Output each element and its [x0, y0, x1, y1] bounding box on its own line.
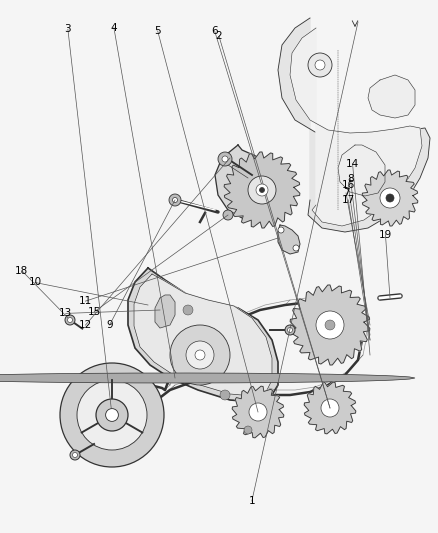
Circle shape: [315, 60, 325, 70]
Text: 14: 14: [346, 159, 359, 169]
Polygon shape: [278, 18, 430, 232]
Circle shape: [60, 363, 164, 467]
Circle shape: [380, 188, 400, 208]
Circle shape: [183, 305, 193, 315]
Circle shape: [287, 327, 293, 333]
Circle shape: [259, 188, 265, 192]
Text: 1: 1: [248, 496, 255, 506]
Circle shape: [308, 53, 332, 77]
Circle shape: [65, 315, 75, 325]
Circle shape: [256, 184, 268, 196]
Polygon shape: [290, 285, 370, 365]
Circle shape: [223, 210, 233, 220]
Circle shape: [220, 390, 230, 400]
Circle shape: [244, 426, 252, 434]
Circle shape: [195, 350, 205, 360]
Polygon shape: [290, 28, 422, 226]
Polygon shape: [304, 382, 356, 434]
Circle shape: [222, 156, 228, 162]
Text: 18: 18: [15, 266, 28, 276]
Circle shape: [73, 453, 78, 457]
Text: 13: 13: [59, 309, 72, 318]
Text: 2: 2: [215, 31, 223, 41]
Circle shape: [278, 227, 284, 233]
Circle shape: [248, 176, 276, 204]
Circle shape: [77, 380, 147, 450]
Polygon shape: [362, 170, 418, 226]
Polygon shape: [0, 373, 415, 383]
Text: 8: 8: [347, 174, 354, 183]
Text: 7: 7: [343, 188, 350, 198]
Circle shape: [96, 399, 128, 431]
Text: 9: 9: [106, 320, 113, 330]
Text: 19: 19: [379, 230, 392, 239]
Polygon shape: [278, 225, 300, 254]
Polygon shape: [128, 268, 278, 402]
Circle shape: [218, 152, 232, 166]
Polygon shape: [338, 145, 385, 196]
Circle shape: [325, 320, 335, 330]
Circle shape: [316, 311, 344, 339]
Circle shape: [67, 318, 73, 322]
Text: 16: 16: [342, 181, 355, 190]
Circle shape: [285, 325, 295, 335]
Text: 5: 5: [154, 26, 161, 36]
Polygon shape: [368, 75, 415, 118]
Circle shape: [321, 399, 339, 417]
Text: 11: 11: [79, 296, 92, 306]
Text: 6: 6: [211, 26, 218, 36]
Circle shape: [170, 325, 230, 385]
Circle shape: [186, 341, 214, 369]
Polygon shape: [215, 145, 290, 222]
Circle shape: [293, 245, 299, 251]
Text: 3: 3: [64, 25, 71, 34]
Circle shape: [386, 194, 394, 202]
Circle shape: [173, 198, 177, 203]
Text: 10: 10: [28, 278, 42, 287]
Polygon shape: [232, 386, 284, 438]
Polygon shape: [134, 274, 272, 396]
Text: 4: 4: [110, 23, 117, 33]
Text: 12: 12: [79, 320, 92, 330]
Circle shape: [249, 403, 267, 421]
Circle shape: [70, 450, 80, 460]
Circle shape: [106, 409, 118, 422]
Text: 15: 15: [88, 307, 101, 317]
Circle shape: [169, 194, 181, 206]
Text: 17: 17: [342, 195, 355, 205]
Polygon shape: [155, 295, 175, 328]
Polygon shape: [224, 152, 300, 228]
